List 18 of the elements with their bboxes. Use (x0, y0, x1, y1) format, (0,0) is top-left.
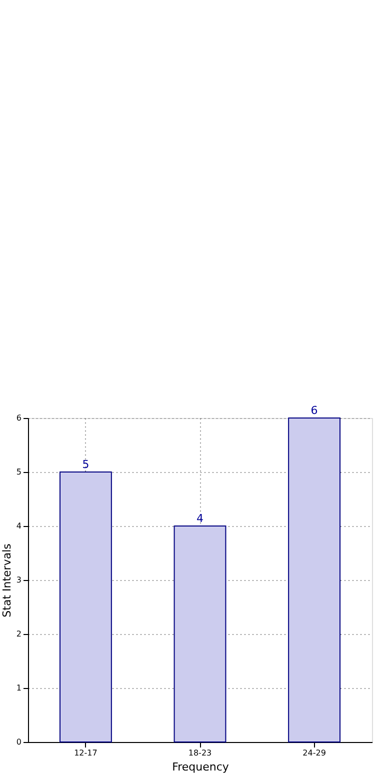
y-tick-label: 6 (16, 414, 22, 422)
x-axis-title: Frequency (172, 760, 230, 774)
y-tick-label: 4 (16, 522, 22, 530)
y-tick-label: 1 (16, 684, 22, 692)
bar (60, 472, 112, 742)
data-label: 6 (310, 404, 318, 417)
y-tick-label: 3 (16, 576, 22, 584)
bar (288, 418, 340, 742)
y-tick-label: 2 (16, 630, 22, 638)
y-tick-label: 5 (16, 468, 22, 476)
data-label: 5 (82, 458, 90, 471)
bar (174, 526, 226, 742)
y-tick-label: 0 (16, 738, 22, 746)
data-label: 4 (196, 512, 204, 525)
y-axis-title: Stat Intervals (0, 543, 14, 618)
x-tick-label: 12-17 (74, 748, 98, 758)
x-tick-label: 18-23 (188, 748, 212, 758)
x-tick-label: 24-29 (302, 748, 326, 758)
